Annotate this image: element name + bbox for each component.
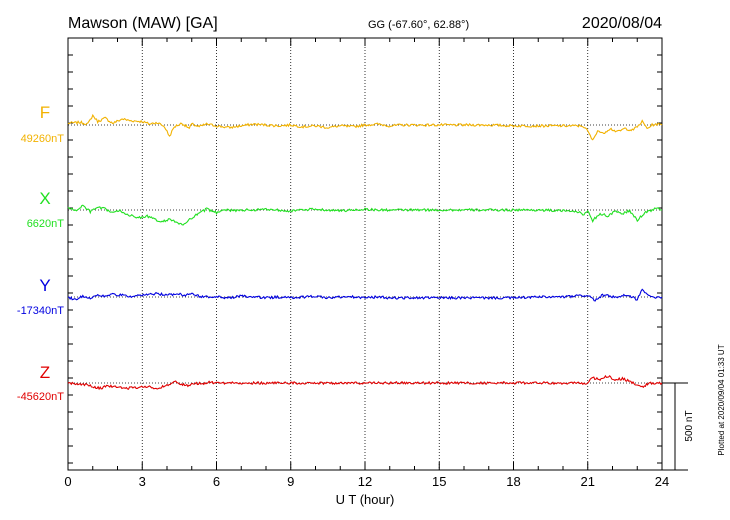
series-name-z: Z (40, 363, 50, 382)
series-line-y (67, 288, 663, 302)
x-tick-label: 0 (64, 474, 71, 489)
x-tick-label: 24 (655, 474, 669, 489)
series-line-x (67, 204, 662, 226)
x-tick-label: 18 (506, 474, 520, 489)
series-name-f: F (40, 103, 50, 122)
scale-bar-label: 500 nT (684, 410, 695, 441)
series-baseline-label-f: 49260nT (21, 133, 65, 145)
x-tick-label: 15 (432, 474, 446, 489)
series-baseline-label-x: 6620nT (27, 218, 65, 230)
grid-layer (68, 38, 662, 470)
x-tick-label: 3 (139, 474, 146, 489)
x-tick-label: 9 (287, 474, 294, 489)
x-tick-label: 21 (581, 474, 595, 489)
series-baseline-label-z: -45620nT (17, 391, 64, 403)
x-tick-label: 6 (213, 474, 220, 489)
x-axis-label: U T (hour) (336, 492, 395, 507)
plot-date: 2020/08/04 (582, 15, 662, 32)
x-tick-label: 12 (358, 474, 372, 489)
series-name-y: Y (39, 276, 50, 295)
series-name-x: X (39, 189, 50, 208)
station-coords: GG (-67.60°, 62.88°) (368, 19, 469, 31)
series-line-z (67, 374, 663, 391)
label-layer: F 49260nT X 6620nT Y -17340nT Z -45620nT (17, 103, 64, 403)
plotted-timestamp: Plotted at 2020/09/04 01:33 UT (717, 344, 726, 455)
scale-bar: 500 nT (662, 382, 695, 471)
station-title: Mawson (MAW) [GA] (68, 15, 218, 32)
tick-layer: 0 3 6 9 12 15 18 21 24 (64, 38, 669, 489)
series-line-f (67, 113, 663, 141)
series-baseline-label-y: -17340nT (17, 305, 64, 317)
series-layer (67, 113, 663, 391)
